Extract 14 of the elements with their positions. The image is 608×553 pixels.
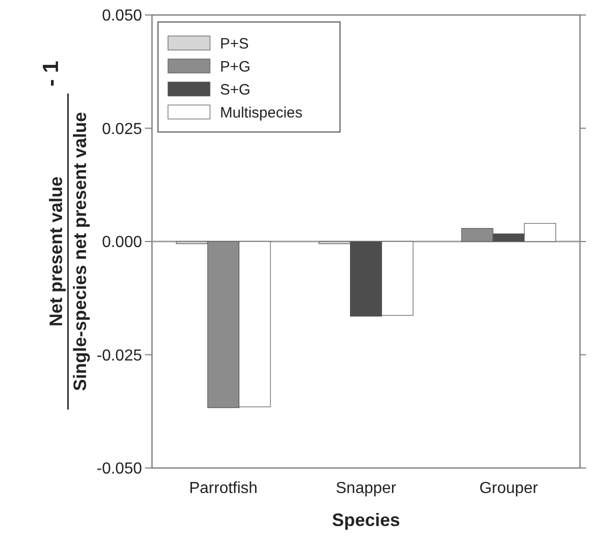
text: Net present value Single-species net present value - 1 — [38, 60, 90, 392]
legend-label: Multispecies — [220, 104, 303, 122]
legend-label: P+G — [220, 58, 250, 76]
x-tick-label: Grouper — [479, 480, 539, 497]
y-tick-label: -0.025 — [96, 347, 142, 364]
y-tick-label: 0.050 — [102, 8, 142, 25]
y-tick-label: 0.025 — [102, 120, 142, 138]
y-tick-label: 0.000 — [102, 234, 142, 252]
legend-label: P+S — [220, 35, 249, 52]
x-tick-label: Snapper — [336, 480, 397, 497]
x-tick-label: Parrotfish — [189, 480, 258, 497]
y-tick-label: -0.050 — [96, 460, 142, 478]
legend-label: S+G — [220, 81, 250, 98]
x-axis-title: Species — [332, 510, 400, 530]
